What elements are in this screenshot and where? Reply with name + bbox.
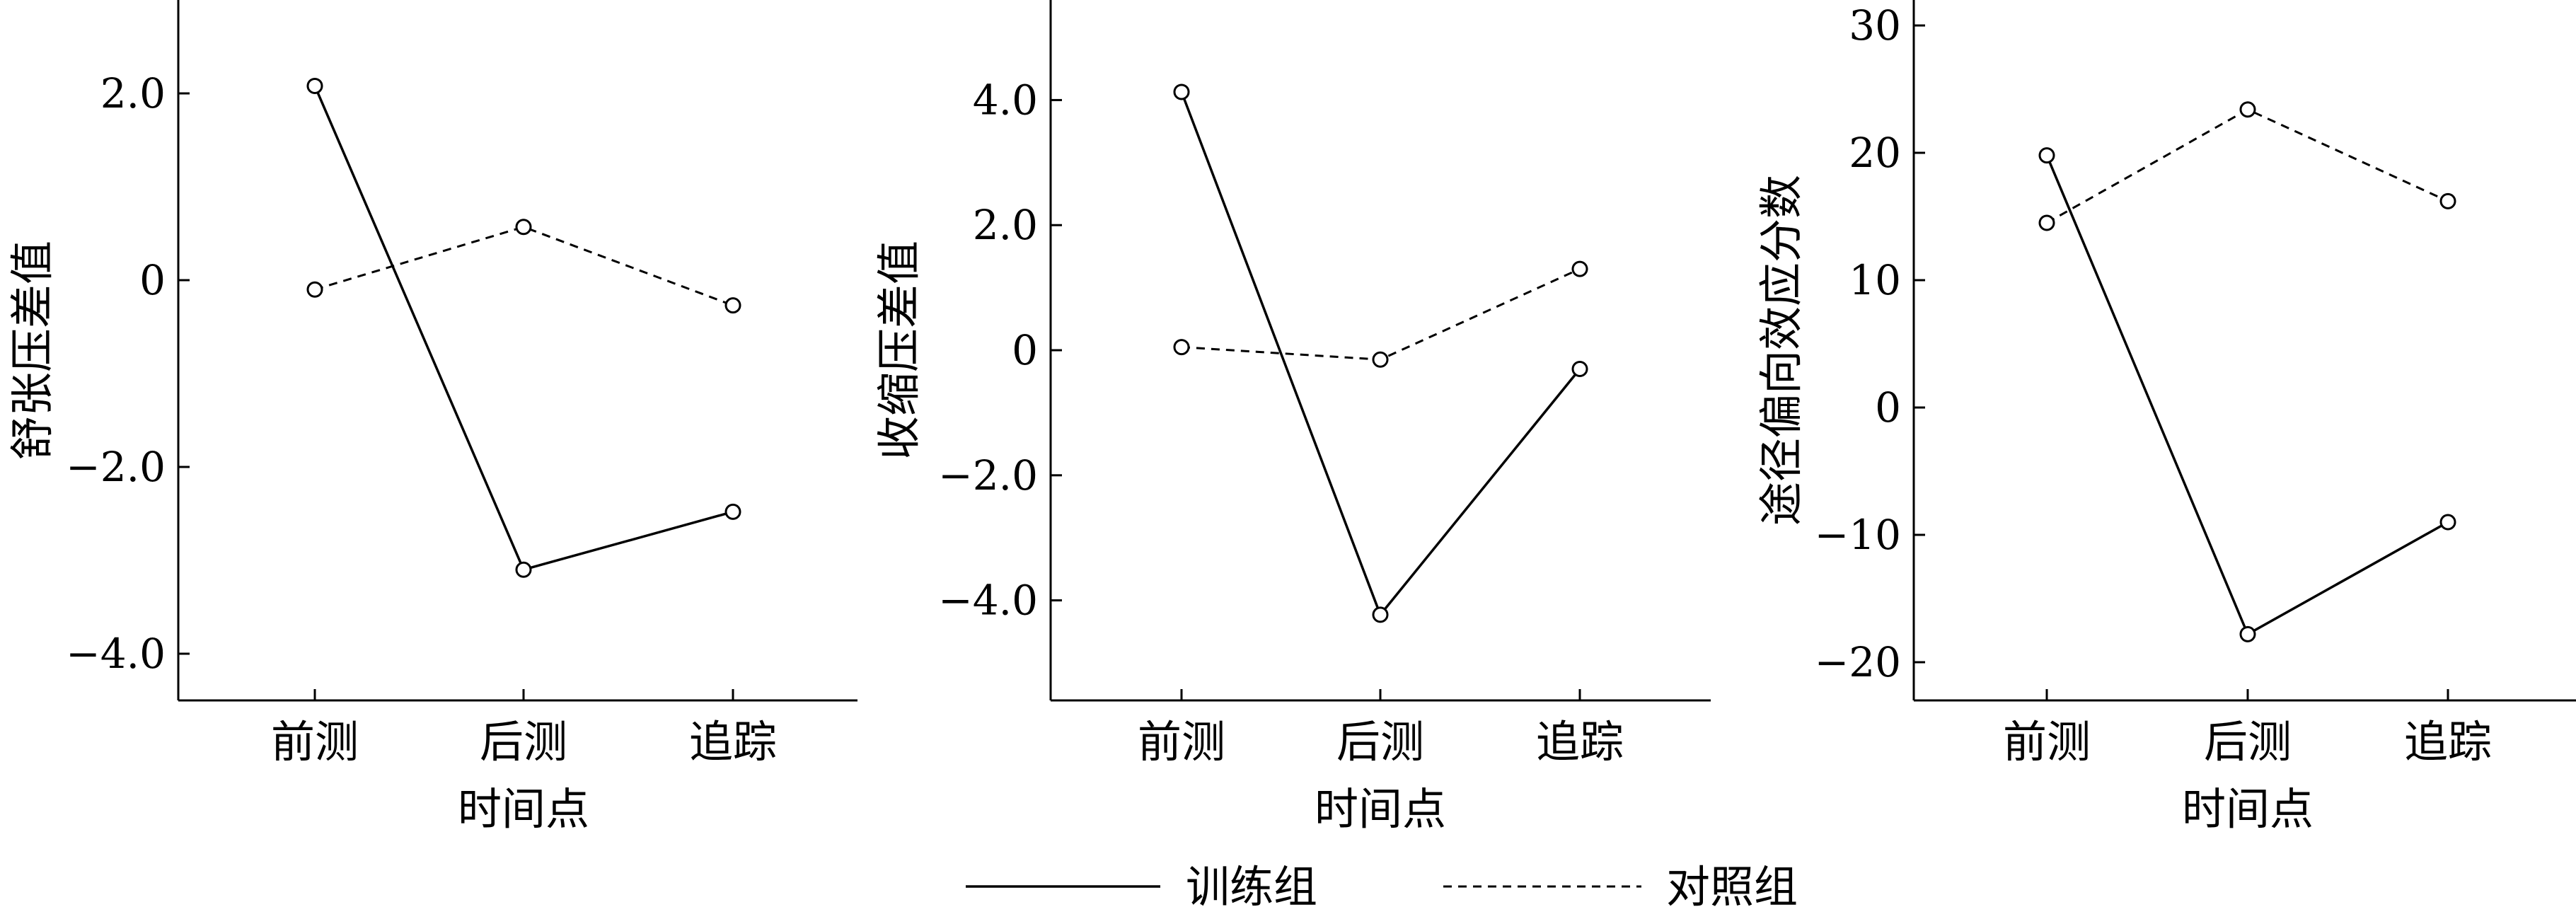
data-point-control <box>1372 351 1389 368</box>
legend: 训练组 对照组 <box>966 861 1798 907</box>
data-point-training <box>1571 361 1588 378</box>
data-point-training <box>2038 147 2055 164</box>
x-tick-label: 追踪 <box>1536 716 1624 768</box>
y-tick-label: 20 <box>1849 129 1901 177</box>
y-axis-title: 收缩压差值 <box>873 241 925 460</box>
y-tick-label: 0 <box>139 256 166 304</box>
y-tick-label: −4.0 <box>938 577 1038 625</box>
data-point-training <box>1173 83 1190 100</box>
x-tick-label: 前测 <box>271 716 359 768</box>
y-tick-label: 0 <box>1012 326 1038 374</box>
x-tick-label: 前测 <box>1138 716 1225 768</box>
y-tick-label: 10 <box>1849 256 1901 304</box>
data-point-control <box>515 219 532 236</box>
x-tick-label: 后测 <box>480 716 567 768</box>
series-line-training <box>313 85 734 572</box>
y-tick-label: 2.0 <box>973 201 1038 249</box>
data-point-control <box>1173 339 1190 356</box>
series-line-control <box>1181 267 1581 361</box>
series-line-control <box>2046 108 2449 224</box>
data-point-training <box>2439 514 2456 531</box>
y-tick-label: −2.0 <box>66 443 166 491</box>
data-point-control <box>724 297 741 314</box>
y-tick-label: 0 <box>1875 383 1901 432</box>
x-tick-label: 后测 <box>1336 716 1424 768</box>
y-tick-label: 4.0 <box>973 76 1038 124</box>
data-point-control <box>1571 260 1588 277</box>
data-point-training <box>2239 625 2256 642</box>
x-axis-title: 时间点 <box>1315 783 1446 835</box>
series-line-control <box>314 226 734 307</box>
data-point-training <box>515 561 532 578</box>
x-tick-label: 前测 <box>2003 716 2091 768</box>
legend-label-control: 对照组 <box>1666 861 1798 907</box>
y-tick-label: −4.0 <box>66 630 166 678</box>
data-point-control <box>2038 214 2055 231</box>
y-tick-label: −10 <box>1815 511 1901 559</box>
x-tick-label: 后测 <box>2204 716 2292 768</box>
x-tick-label: 追踪 <box>689 716 777 768</box>
legend-label-training: 训练组 <box>1186 861 1317 907</box>
data-point-training <box>306 77 323 94</box>
series-line-training <box>2045 154 2449 636</box>
x-axis-title: 时间点 <box>2182 783 2314 835</box>
y-axis-title: 途径偏向效应分数 <box>1755 175 1807 526</box>
y-tick-label: 2.0 <box>100 69 166 117</box>
x-axis-title: 时间点 <box>458 783 589 835</box>
y-axis-title: 舒张压差值 <box>6 241 58 460</box>
data-point-training <box>724 503 741 520</box>
data-point-control <box>2439 192 2456 209</box>
data-point-training <box>1372 606 1389 623</box>
y-tick-label: 30 <box>1849 1 1901 50</box>
y-tick-label: −2.0 <box>938 451 1038 499</box>
y-tick-label: −20 <box>1815 638 1901 686</box>
x-tick-label: 追踪 <box>2404 716 2492 768</box>
data-point-control <box>2239 101 2256 118</box>
data-point-control <box>306 281 323 298</box>
